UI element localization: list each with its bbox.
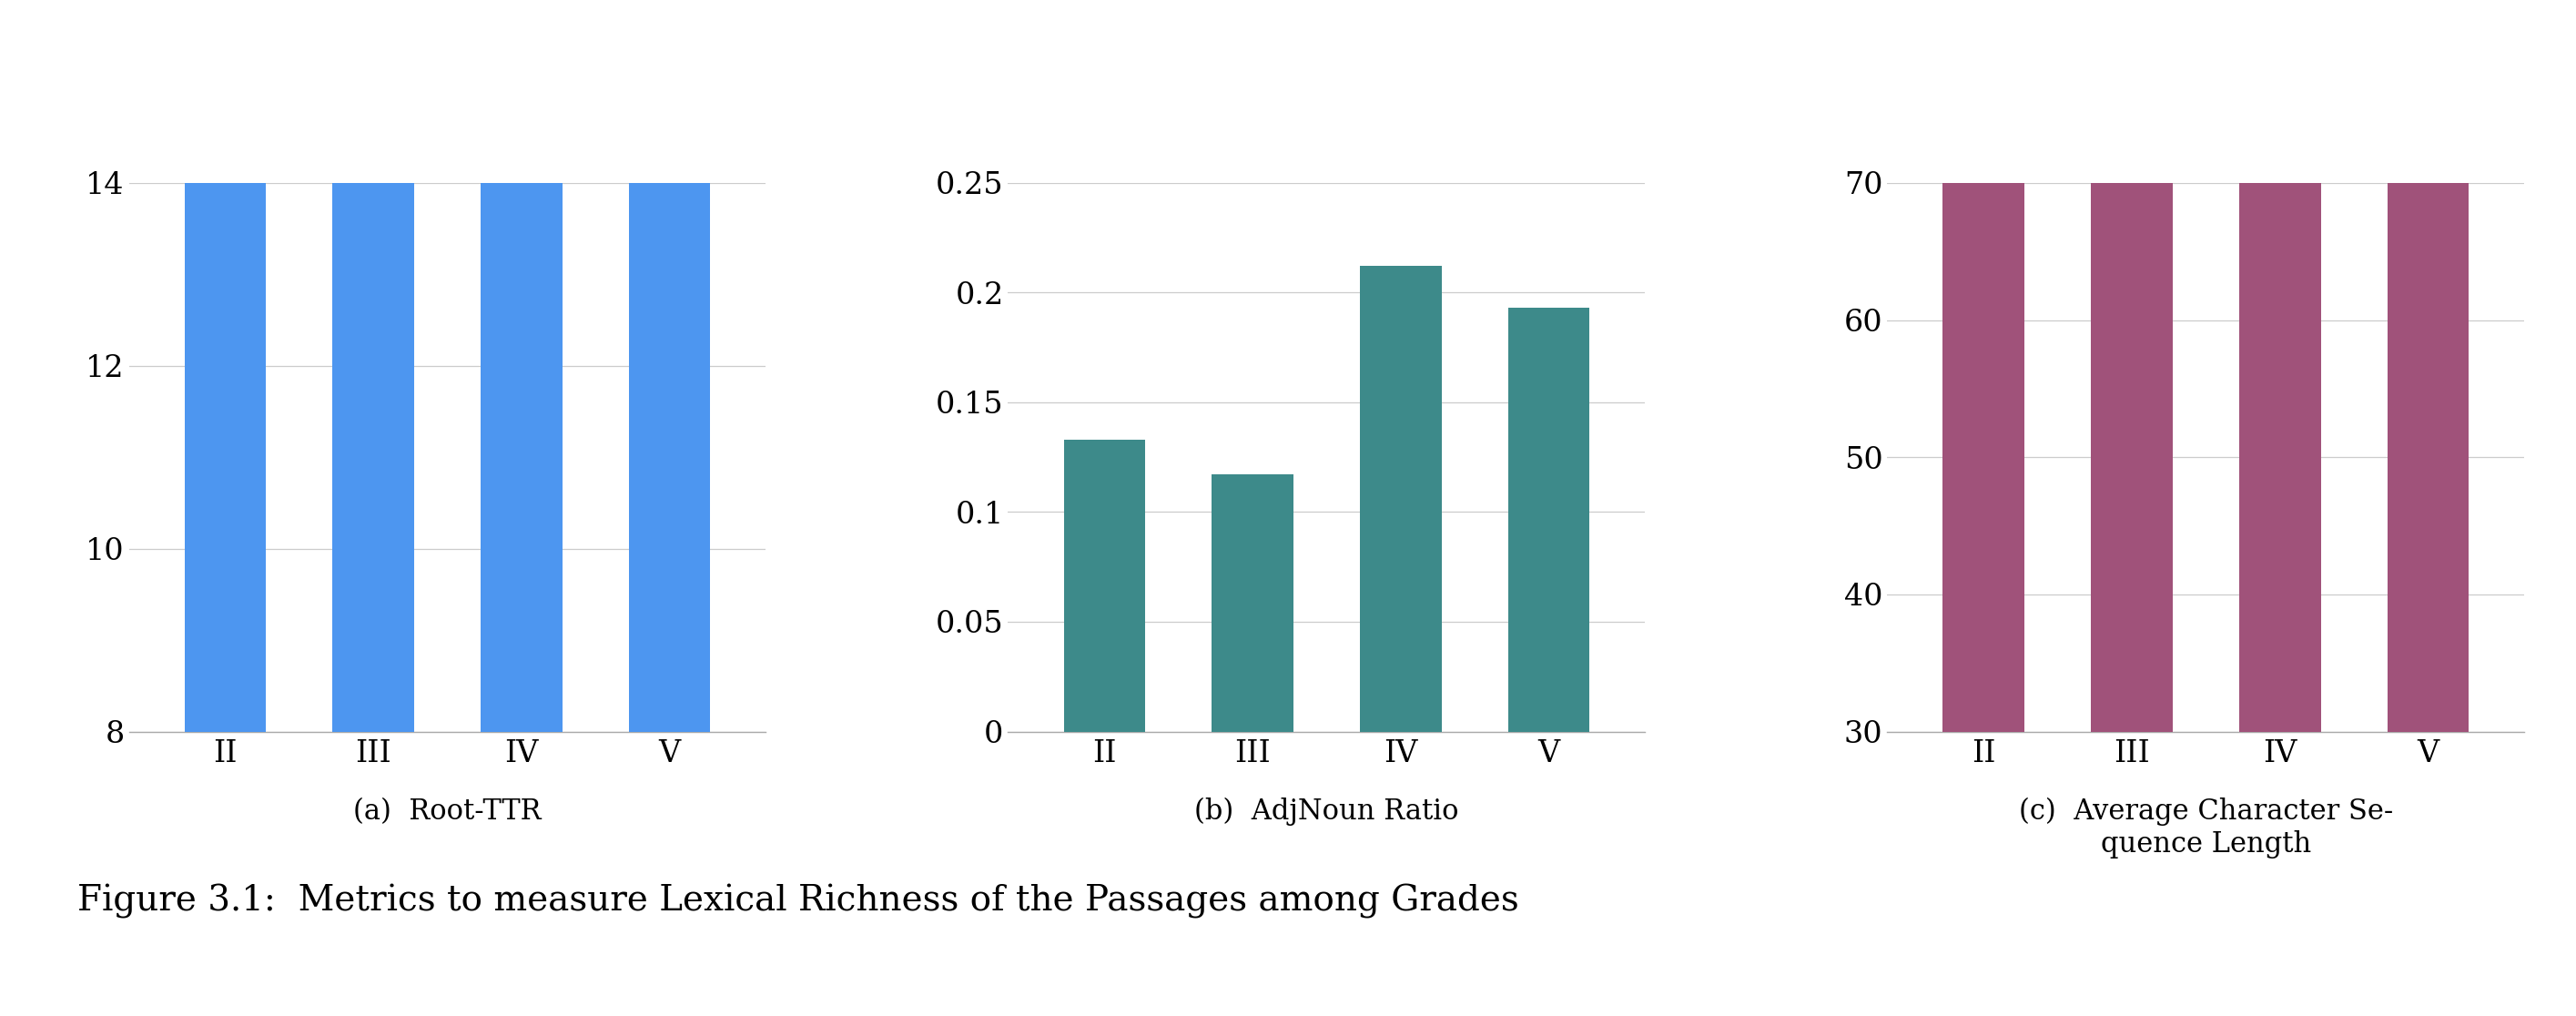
Bar (332, 0, 415, 732)
Bar (1211, 474, 1293, 732)
Bar (2239, 0, 2321, 732)
Bar (629, 0, 711, 732)
Text: (a)  Root-TTR: (a) Root-TTR (353, 798, 541, 826)
Bar (185, 0, 265, 732)
Text: (b)  AdjNoun Ratio: (b) AdjNoun Ratio (1195, 798, 1458, 826)
Text: Figure 3.1:  Metrics to measure Lexical Richness of the Passages among Grades: Figure 3.1: Metrics to measure Lexical R… (77, 884, 1520, 918)
Bar (1064, 440, 1146, 732)
Bar (2388, 0, 2468, 732)
Text: (c)  Average Character Se-
quence Length: (c) Average Character Se- quence Length (2020, 798, 2393, 859)
Bar (1507, 308, 1589, 732)
Bar (1942, 77, 2025, 732)
Bar (1360, 266, 1443, 732)
Bar (482, 0, 562, 732)
Bar (2092, 70, 2172, 732)
